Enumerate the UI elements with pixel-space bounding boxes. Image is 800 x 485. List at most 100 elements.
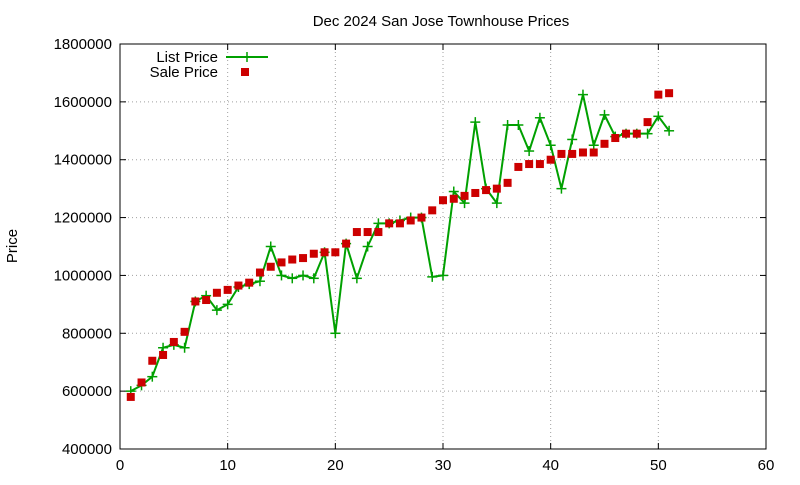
data-point-sale-price — [288, 255, 297, 264]
legend-label-sale-price: Sale Price — [150, 64, 218, 81]
data-point-list-price — [534, 112, 545, 123]
data-point-sale-price — [331, 248, 340, 257]
data-point-sale-price — [589, 148, 598, 157]
data-point-sale-price — [148, 356, 157, 365]
data-point-list-price — [491, 198, 502, 209]
data-point-sale-price — [299, 254, 308, 263]
data-point-list-price — [308, 273, 319, 284]
data-point-sale-price — [363, 228, 372, 237]
y-tick-labels: 400000 600000 800000 1000000 1200000 1400000 1… — [54, 36, 112, 458]
data-point-sale-price — [191, 297, 200, 306]
data-point-sale-price — [428, 206, 437, 215]
legend-square-marker — [241, 68, 249, 76]
data-point-sale-price — [212, 288, 221, 297]
x-tick-labels: 0 10 20 30 40 50 60 — [116, 457, 775, 474]
data-point-sale-price — [374, 228, 383, 237]
data-point-list-price — [642, 128, 653, 139]
data-point-list-price — [276, 270, 287, 281]
data-point-sale-price — [417, 213, 426, 222]
data-point-list-price — [427, 271, 438, 282]
series-list-price — [125, 89, 675, 397]
data-point-list-price — [664, 125, 675, 136]
y-tick-label: 800000 — [62, 325, 112, 342]
data-point-sale-price — [202, 296, 211, 305]
data-point-list-price — [513, 120, 524, 130]
series-line-list-price — [130, 93, 670, 393]
data-point-sale-price — [557, 149, 566, 158]
data-point-list-price — [524, 146, 535, 157]
data-point-list-price — [653, 111, 664, 122]
data-point-list-price — [362, 241, 373, 252]
data-point-sale-price — [342, 239, 351, 248]
x-tick-label: 50 — [650, 457, 667, 474]
data-point-sale-price — [159, 350, 168, 359]
data-point-sale-price — [234, 281, 243, 290]
data-point-list-price — [222, 299, 233, 310]
x-tick-label: 20 — [327, 457, 344, 474]
data-point-sale-price — [643, 118, 652, 127]
grid-lines — [120, 44, 766, 449]
data-point-sale-price — [654, 90, 663, 99]
data-point-sale-price — [525, 160, 534, 169]
x-tick-label: 40 — [542, 457, 559, 474]
data-point-list-price — [179, 342, 190, 353]
data-point-sale-price — [449, 194, 458, 203]
data-point-sale-price — [568, 149, 577, 158]
data-point-sale-price — [514, 162, 523, 171]
data-point-sale-price — [492, 184, 501, 193]
data-point-sale-price — [482, 186, 491, 195]
x-tick-label: 10 — [219, 457, 236, 474]
data-point-sale-price — [471, 188, 480, 197]
data-point-list-price — [265, 241, 276, 252]
data-point-list-price — [373, 218, 384, 229]
data-point-sale-price — [169, 337, 178, 346]
data-point-list-price — [147, 371, 158, 382]
data-point-sale-price — [320, 248, 329, 257]
data-point-sale-price — [245, 278, 254, 287]
series-layer — [125, 89, 675, 401]
legend-marker-list-price — [242, 52, 252, 62]
data-point-sale-price — [600, 139, 609, 148]
y-tick-label: 1400000 — [54, 152, 112, 169]
data-point-sale-price — [406, 216, 415, 225]
data-point-sale-price — [622, 129, 631, 138]
data-point-sale-price — [395, 219, 404, 228]
data-point-sale-price — [126, 392, 135, 401]
data-point-sale-price — [439, 196, 447, 205]
legend-label-list-price: List Price — [156, 49, 218, 66]
data-point-list-price — [545, 140, 556, 151]
data-point-sale-price — [460, 191, 469, 200]
data-point-list-price — [438, 270, 448, 281]
data-point-sale-price — [277, 258, 286, 267]
data-point-list-price — [599, 109, 610, 120]
data-point-list-price — [211, 305, 222, 316]
axis-ticks — [119, 43, 767, 450]
data-point-list-price — [330, 328, 341, 339]
data-point-list-price — [298, 270, 309, 281]
y-tick-label: 1800000 — [54, 36, 112, 53]
y-axis-label: Price — [4, 229, 21, 263]
data-point-list-price — [577, 89, 588, 100]
legend-marker-sale-price — [241, 68, 249, 76]
data-point-sale-price — [255, 268, 264, 277]
data-point-sale-price — [137, 378, 146, 387]
legend: List Price Sale Price — [150, 49, 268, 81]
y-tick-label: 1600000 — [54, 94, 112, 111]
data-point-sale-price — [180, 327, 189, 336]
data-point-sale-price — [223, 285, 232, 294]
data-point-sale-price — [535, 160, 544, 169]
data-point-list-price — [254, 276, 265, 287]
data-point-list-price — [287, 273, 298, 284]
legend-plus-marker — [242, 52, 252, 62]
x-tick-label: 0 — [116, 457, 124, 474]
data-point-sale-price — [578, 148, 587, 157]
data-point-sale-price — [352, 228, 361, 237]
data-point-list-price — [470, 117, 481, 128]
chart-title: Dec 2024 San Jose Townhouse Prices — [313, 13, 570, 30]
y-tick-label: 1000000 — [54, 267, 112, 284]
y-tick-label: 1200000 — [54, 210, 112, 227]
x-tick-label: 30 — [435, 457, 452, 474]
data-point-sale-price — [665, 89, 674, 98]
data-point-sale-price — [309, 249, 318, 258]
